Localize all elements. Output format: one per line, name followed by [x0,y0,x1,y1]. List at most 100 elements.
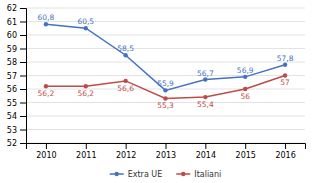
data-label: 56,9 [237,66,254,75]
series-line [46,24,285,90]
grid-line [26,75,305,76]
point [203,77,207,81]
y-tick-mark [20,22,26,23]
x-tick-label: 2014 [196,151,216,160]
data-label: 60,8 [38,13,55,22]
x-tick: 2012 [116,143,136,160]
chart: 2010 2011 2012 2013 2014 2015 2016 52 53 54 55 56 57… [0,0,317,183]
x-tick: 2011 [76,143,96,160]
y-tick: 56 [7,85,26,94]
y-tick-mark [20,35,26,36]
x-tick-mark [126,143,127,149]
y-tick: 60 [7,31,26,40]
x-tick-mark [245,143,246,149]
legend-entry: Italiani [176,170,221,179]
y-tick-label: 56 [7,85,17,94]
x-tick: 2016 [275,143,295,160]
point [84,26,88,30]
y-tick-label: 54 [7,112,17,121]
y-tick-mark [20,130,26,131]
point [203,95,207,99]
legend-marker [114,172,118,176]
y-tick: 58 [7,58,26,67]
y-tick-label: 62 [7,4,17,13]
y-tick: 59 [7,45,26,54]
y-tick: 54 [7,112,26,121]
data-label: 57 [280,78,290,87]
grid-line [26,8,305,9]
data-label: 60,5 [77,17,94,26]
data-label: 57,8 [277,54,294,63]
grid [26,8,305,143]
legend-entry: Extra UE [110,170,163,179]
y-axis: 52 53 54 55 56 57 58 59 60 61 62 [7,4,27,148]
y-tick-label: 61 [7,18,17,27]
data-label: 56,7 [197,69,214,78]
data-label: 55,3 [157,101,174,110]
point [44,84,48,88]
grid-line [26,62,305,63]
x-tick: 2010 [36,143,56,160]
y-tick-label: 58 [7,58,17,67]
point [163,88,167,92]
y-tick: 57 [7,72,26,81]
point [243,75,247,79]
point [163,96,167,100]
grid-line [26,116,305,117]
y-tick: 62 [7,4,26,13]
y-tick-mark [20,76,26,77]
y-tick-mark [20,49,26,50]
x-tick-mark [205,143,206,149]
y-tick-label: 59 [7,45,17,54]
y-tick: 53 [7,126,26,135]
x-tick-mark [46,143,47,149]
y-tick-label: 57 [7,72,17,81]
y-tick-mark [20,8,26,9]
data-label: 55,9 [157,79,174,88]
data-label: 56,2 [77,89,94,98]
data-label: 55,4 [197,100,214,109]
grid-line [26,129,305,130]
x-tick-label: 2015 [236,151,256,160]
y-tick: 61 [7,18,26,27]
plot-area [44,22,288,101]
legend-marker [181,172,185,176]
y-tick-label: 55 [7,99,17,108]
legend-label: Italiani [194,170,221,179]
x-axis-line [27,144,306,150]
y-tick-mark [20,89,26,90]
point [44,22,48,26]
point [123,53,127,57]
x-tick-label: 2013 [156,151,176,160]
y-tick-mark [20,116,26,117]
data-labels: 60,860,558,555,956,756,957,856,256,256,6… [38,13,294,110]
x-tick-label: 2016 [275,151,295,160]
x-tick-mark [285,143,286,149]
point [84,84,88,88]
y-tick-label: 60 [7,31,17,40]
data-label: 56 [240,92,250,101]
y-tick: 52 [7,139,26,148]
legend: Extra UE Italiani [110,170,222,179]
grid-line [26,35,305,36]
point [283,73,287,77]
y-tick-mark [20,62,26,63]
x-axis: 2010 2011 2012 2013 2014 2015 2016 [27,143,306,160]
data-label: 56,6 [117,84,134,93]
y-tick-label: 53 [7,126,17,135]
y-tick-mark [20,143,26,144]
x-tick: 2014 [196,143,216,160]
y-tick: 55 [7,99,26,108]
x-tick: 2015 [236,143,256,160]
point [123,79,127,83]
x-tick-label: 2011 [76,151,96,160]
legend-label: Extra UE [128,170,163,179]
point [283,62,287,66]
x-tick-label: 2012 [116,151,136,160]
y-tick-label: 52 [7,139,17,148]
x-tick: 2013 [156,143,176,160]
grid-line [26,21,305,22]
grid-line [26,48,305,49]
point [243,87,247,91]
y-tick-mark [20,103,26,104]
